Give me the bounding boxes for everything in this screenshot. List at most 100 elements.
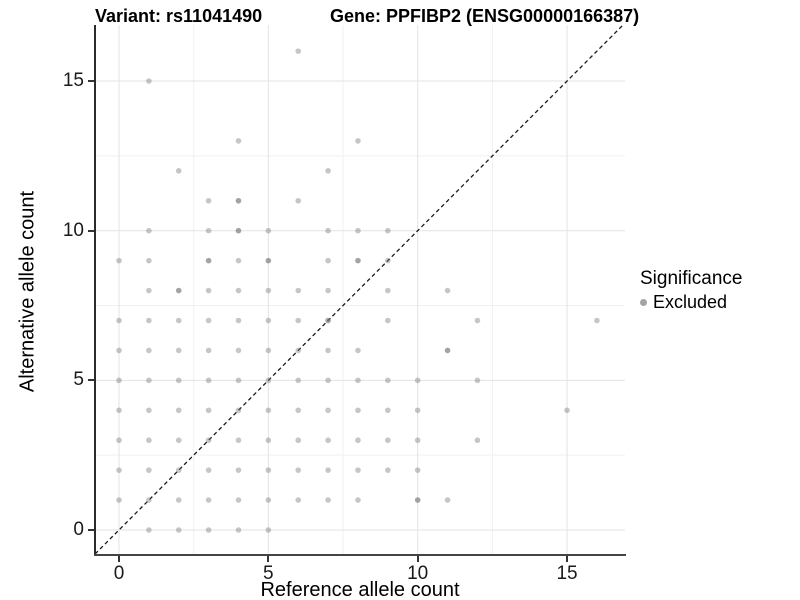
data-point (205, 467, 212, 473)
data-point (444, 287, 451, 294)
data-point (235, 407, 242, 414)
data-point (205, 437, 212, 444)
data-point (265, 317, 272, 324)
y-tick-label: 10 (62, 219, 84, 241)
data-point (265, 527, 272, 533)
data-point (325, 227, 331, 234)
data-point (474, 317, 481, 324)
x-tick-mark (416, 556, 419, 562)
data-point (175, 347, 182, 354)
data-point (594, 317, 600, 324)
data-point (235, 227, 242, 234)
data-point (295, 48, 302, 54)
data-point (414, 437, 421, 444)
y-tick-mark (88, 80, 94, 83)
data-point (146, 467, 152, 473)
data-point (205, 407, 212, 414)
data-point (355, 138, 361, 144)
data-point (295, 497, 302, 503)
data-point (265, 437, 272, 444)
data-point (295, 317, 302, 324)
data-point (295, 437, 302, 444)
data-point (116, 377, 122, 384)
data-point (265, 467, 272, 473)
data-point (146, 377, 152, 384)
data-point (175, 407, 182, 414)
data-point (325, 407, 331, 414)
data-point (235, 377, 242, 384)
data-point (265, 227, 272, 234)
plot-title-variant: Variant: rs11041490 (95, 6, 263, 26)
data-point (414, 377, 421, 384)
data-point (325, 437, 331, 444)
data-point (116, 407, 122, 414)
data-point (355, 407, 361, 414)
y-axis-title: Alternative allele count (16, 190, 39, 393)
data-point (564, 407, 570, 414)
data-point (235, 347, 242, 354)
data-point (235, 287, 242, 294)
x-tick-label: 15 (556, 563, 578, 584)
legend: Significance Excluded (640, 268, 742, 313)
data-point (355, 347, 361, 354)
data-point (175, 467, 182, 473)
data-point (205, 287, 212, 294)
data-point (146, 407, 152, 414)
data-point (235, 317, 242, 324)
legend-item-label: Excluded (653, 292, 728, 312)
data-point (116, 437, 122, 444)
data-point (385, 377, 391, 384)
data-point (265, 287, 272, 294)
data-point (325, 467, 331, 473)
data-point (205, 527, 212, 533)
data-point (355, 437, 361, 444)
data-point (146, 78, 152, 84)
data-point (146, 347, 152, 354)
data-point (385, 287, 391, 294)
legend-item-excluded: Excluded (640, 292, 742, 313)
data-point (205, 197, 212, 204)
x-axis-line (94, 554, 626, 556)
data-point (235, 467, 242, 473)
data-point (265, 497, 272, 503)
data-point (205, 377, 212, 384)
data-point (146, 287, 152, 294)
data-point (355, 377, 361, 384)
x-tick-mark (267, 556, 270, 562)
data-point (355, 467, 361, 473)
data-point (385, 317, 391, 324)
data-point (265, 377, 272, 384)
y-tick-mark (88, 229, 94, 232)
data-point (116, 257, 122, 264)
data-point (146, 317, 152, 324)
plot-panel (95, 25, 625, 555)
y-axis-line (94, 25, 96, 556)
data-point (355, 497, 361, 503)
y-tick-mark (88, 379, 94, 382)
data-point (385, 227, 391, 234)
data-point (414, 467, 421, 473)
data-point (235, 138, 242, 144)
data-point (385, 407, 391, 414)
data-point (325, 317, 331, 324)
x-tick-mark (566, 556, 569, 562)
data-point (116, 317, 122, 324)
data-point (444, 497, 451, 503)
data-point (355, 227, 361, 234)
data-point (235, 197, 242, 204)
identity-reference-line (95, 25, 624, 555)
data-point (116, 347, 122, 354)
data-point (146, 257, 152, 264)
data-point (175, 287, 182, 294)
data-point (265, 347, 272, 354)
x-axis-title: Reference allele count (260, 579, 460, 600)
data-point (235, 437, 242, 444)
data-point (355, 257, 361, 264)
data-point (385, 257, 391, 264)
data-point (205, 257, 212, 264)
data-point (295, 197, 302, 204)
data-point (175, 377, 182, 384)
x-tick-label: 0 (113, 563, 125, 584)
data-point (414, 497, 421, 503)
